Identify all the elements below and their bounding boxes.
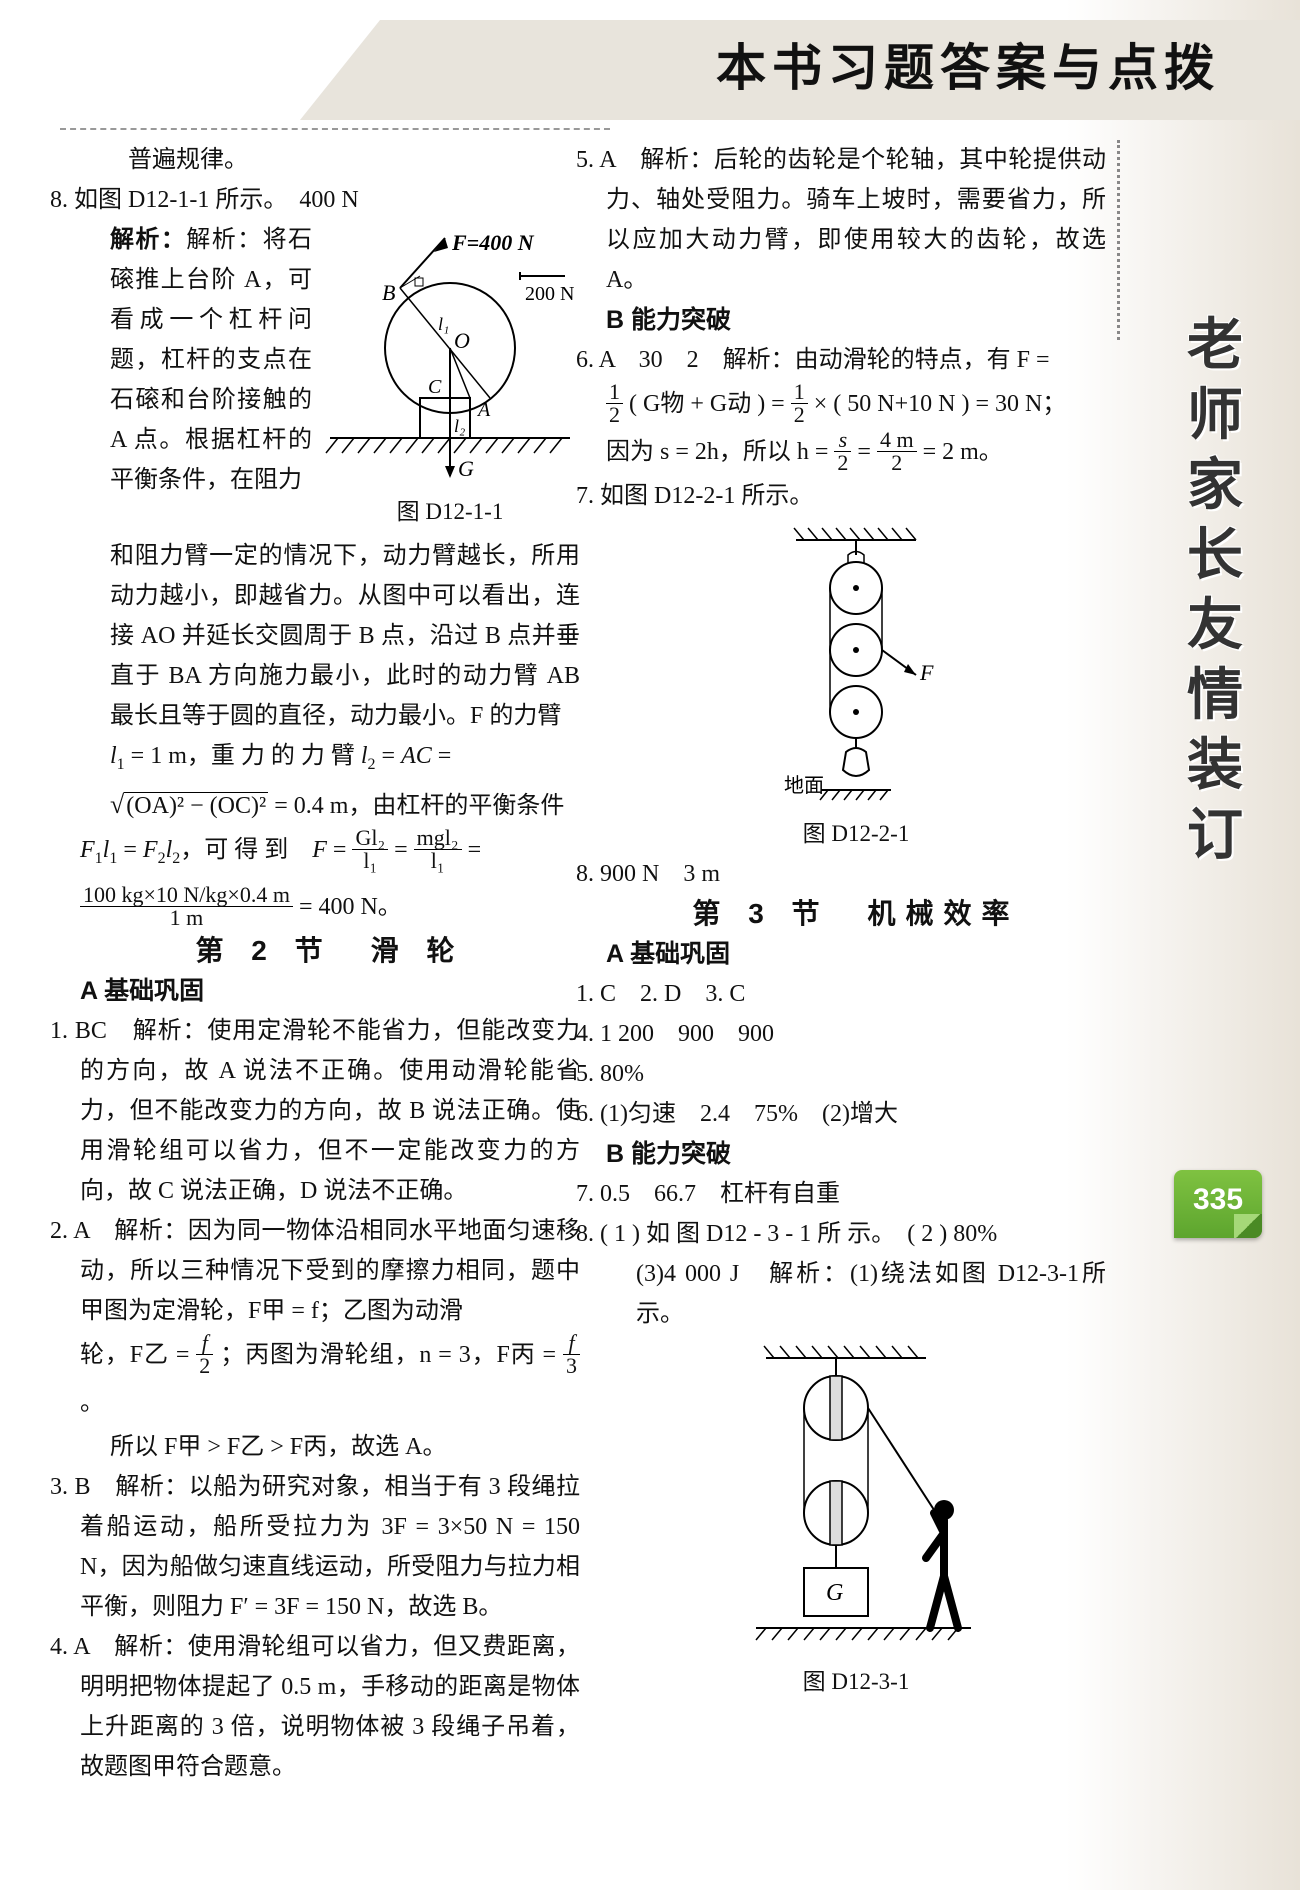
q8-formula-e: 100 kg×10 N/kg×0.4 m1 m = 400 N。 [80, 883, 580, 931]
r-q7: 7. 如图 D12-2-1 所示。 [606, 476, 1106, 516]
label-C: C [428, 376, 442, 398]
q8-formula-d: F1l1 = F2l2，可 得 到 F = Gl₂l₁ = mgl₂l₁ = [80, 826, 580, 883]
pulley-diagram-3: G [726, 1338, 986, 1658]
q8-text-b: 和阻力臂一定的情况下，动力臂越长，所用动力越小，即越省力。从图中可以看出，连接 … [110, 536, 580, 736]
s3-q6: 6. (1)匀速 2.4 75% (2)增大 [606, 1094, 1106, 1134]
label-B-adv-2: B 能力突破 [606, 1134, 1106, 1174]
fig-caption-3: 图 D12-3-1 [606, 1662, 1106, 1702]
r-q5: 5. A 解析：后轮的齿轮是个轮轴，其中轮提供动力、轴处受阻力。骑车上坡时，需要… [606, 140, 1106, 300]
s2-q1: 1. BC 解析：使用定滑轮不能省力，但能改变力的方向，故 A 说法不正确。使用… [80, 1011, 580, 1211]
label-A: A [476, 399, 491, 421]
s3-q4: 4. 1 200 900 900 [606, 1014, 1106, 1054]
content-area: 普遍规律。 8. 如图 D12-1-1 所示。 400 N [80, 140, 1120, 1787]
s2-q2b: 轮，F乙 = f2 ；丙图为滑轮组，n = 3，F丙 = f3 。 [80, 1331, 580, 1427]
label-O: O [454, 328, 470, 353]
left-column: 普遍规律。 8. 如图 D12-1-1 所示。 400 N [80, 140, 580, 1787]
label-l2: l₂ [454, 416, 465, 436]
r-q6b: 12 ( G物 + G动 ) = 12 × ( 50 N+10 N ) = 30… [606, 380, 1106, 428]
dotted-border [1117, 140, 1120, 340]
s3-q1: 1. C 2. D 3. C [606, 974, 1106, 1014]
q8-head: 8. 如图 D12-1-1 所示。 400 N [80, 180, 580, 220]
lever-diagram: F=400 N 200 N B O C A l₁ l₂ G [320, 228, 580, 488]
label-F: F=400 N [451, 230, 535, 255]
label-G3: G [826, 1580, 843, 1606]
right-column: 5. A 解析：后轮的齿轮是个轮轴，其中轮提供动力、轴处受阻力。骑车上坡时，需要… [606, 140, 1106, 1787]
s3-q8b: (3)4 000 J 解析：(1)绕法如图 D12-3-1所示。 [636, 1254, 1106, 1334]
label-l1: l₁ [438, 314, 449, 334]
figure-d12-1-1: F=400 N 200 N B O C A l₁ l₂ G 图 D12-1-1 [320, 224, 580, 532]
s3-q5: 5. 80% [606, 1054, 1106, 1094]
label-A-basic-2: A 基础巩固 [606, 934, 1106, 974]
label-B: B [382, 280, 395, 305]
label-B-adv-1: B 能力突破 [606, 300, 1106, 340]
s3-q7: 7. 0.5 66.7 杠杆有自重 [606, 1174, 1106, 1214]
q8-sqrt-line: (OA)² − (OC)² = 0.4 m，由杠杆的平衡条件 [110, 785, 580, 826]
s3-q8a: 8. ( 1 ) 如 图 D12 - 3 - 1 所 示。 ( 2 ) 80% [606, 1214, 1106, 1254]
r-q6a: 6. A 30 2 解析：由动滑轮的特点，有 F = [606, 340, 1106, 380]
label-ground: 地面 [784, 774, 824, 797]
s2-q2a: 2. A 解析：因为同一物体沿相同水平地面匀速移动，所以三种情况下受到的摩擦力相… [80, 1211, 580, 1331]
header-title: 本书习题答案与点拨 [716, 28, 1220, 100]
label-F2: F [919, 660, 934, 685]
text: 普遍规律。 [80, 140, 580, 180]
pulley-diagram-2: F 地面 [776, 520, 936, 810]
label-A-basic-1: A 基础巩固 [80, 971, 580, 1011]
binding-note: 老师家长友情装订 [1180, 310, 1250, 870]
s2-q2c: 所以 F甲 > F乙 > F丙，故选 A。 [110, 1427, 580, 1467]
s2-q4: 4. A 解析：使用滑轮组可以省力，但又费距离，明明把物体提起了 0.5 m，手… [80, 1627, 580, 1787]
fig-caption-2: 图 D12-2-1 [606, 814, 1106, 854]
label-scale: 200 N [525, 283, 574, 305]
section-3-title: 第 3 节 机械效率 [606, 894, 1106, 934]
r-q8: 8. 900 N 3 m [606, 854, 1106, 894]
fig-caption-1: 图 D12-1-1 [320, 492, 580, 532]
s2-q3: 3. B 解析：以船为研究对象，相当于有 3 段绳拉着船运动，船所受拉力为 3F… [80, 1467, 580, 1627]
section-2-title: 第 2 节 滑 轮 [80, 931, 580, 971]
q8-text-c: l1 = 1 m，重 力 的 力 臂 l2 = AC = [110, 736, 580, 785]
label-G: G [458, 456, 474, 481]
dashed-separator [60, 128, 610, 130]
page-number-badge: 335 [1174, 1170, 1262, 1238]
r-q6c: 因为 s = 2h，所以 h = s2 = 4 m2 = 2 m。 [606, 428, 1106, 476]
